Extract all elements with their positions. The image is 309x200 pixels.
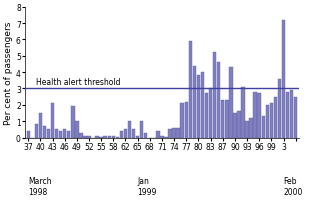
Bar xyxy=(160,136,164,138)
Bar xyxy=(249,118,253,138)
Bar xyxy=(124,130,127,138)
Bar xyxy=(278,79,281,138)
Bar xyxy=(294,97,297,138)
Bar xyxy=(290,91,293,138)
Bar xyxy=(104,136,107,138)
Bar xyxy=(172,128,176,138)
Bar xyxy=(67,131,70,138)
Bar xyxy=(55,130,58,138)
Bar xyxy=(253,92,257,138)
Bar xyxy=(274,97,277,138)
Bar xyxy=(59,131,62,138)
Bar xyxy=(286,92,289,138)
Bar xyxy=(144,133,147,138)
Bar xyxy=(213,53,216,138)
Bar xyxy=(209,89,212,138)
Bar xyxy=(108,136,111,138)
Bar xyxy=(132,130,135,138)
Bar xyxy=(99,137,103,138)
Bar xyxy=(257,94,261,138)
Bar xyxy=(176,128,180,138)
Bar xyxy=(282,21,285,138)
Bar xyxy=(245,122,249,138)
Text: Feb
2000: Feb 2000 xyxy=(284,177,303,196)
Bar xyxy=(95,136,99,138)
Y-axis label: Per cent of passengers: Per cent of passengers xyxy=(4,21,13,124)
Bar xyxy=(229,68,233,138)
Bar xyxy=(180,104,184,138)
Bar xyxy=(241,87,245,138)
Text: Health alert threshold: Health alert threshold xyxy=(36,78,121,87)
Bar xyxy=(156,131,160,138)
Bar xyxy=(193,66,196,138)
Bar xyxy=(140,122,143,138)
Bar xyxy=(116,137,119,138)
Bar xyxy=(47,130,50,138)
Bar xyxy=(266,105,269,138)
Bar xyxy=(233,113,237,138)
Bar xyxy=(120,131,123,138)
Bar xyxy=(225,100,229,138)
Bar xyxy=(63,130,66,138)
Bar xyxy=(217,63,220,138)
Bar xyxy=(184,102,188,138)
Bar xyxy=(197,76,200,138)
Bar xyxy=(261,117,265,138)
Bar xyxy=(75,122,78,138)
Bar xyxy=(87,136,91,138)
Text: Jan
1999: Jan 1999 xyxy=(138,177,157,196)
Bar xyxy=(188,42,192,138)
Bar xyxy=(35,125,38,138)
Bar xyxy=(39,113,42,138)
Text: March
1998: March 1998 xyxy=(28,177,52,196)
Bar xyxy=(270,104,273,138)
Bar xyxy=(27,131,30,138)
Bar xyxy=(168,130,172,138)
Bar xyxy=(71,107,74,138)
Bar xyxy=(83,136,87,138)
Bar xyxy=(164,137,168,138)
Bar xyxy=(51,104,54,138)
Bar xyxy=(112,136,115,138)
Bar xyxy=(205,94,208,138)
Bar xyxy=(136,136,139,138)
Bar xyxy=(237,112,241,138)
Bar xyxy=(43,126,46,138)
Bar xyxy=(128,122,131,138)
Bar xyxy=(79,133,83,138)
Bar xyxy=(201,73,204,138)
Bar xyxy=(221,100,224,138)
